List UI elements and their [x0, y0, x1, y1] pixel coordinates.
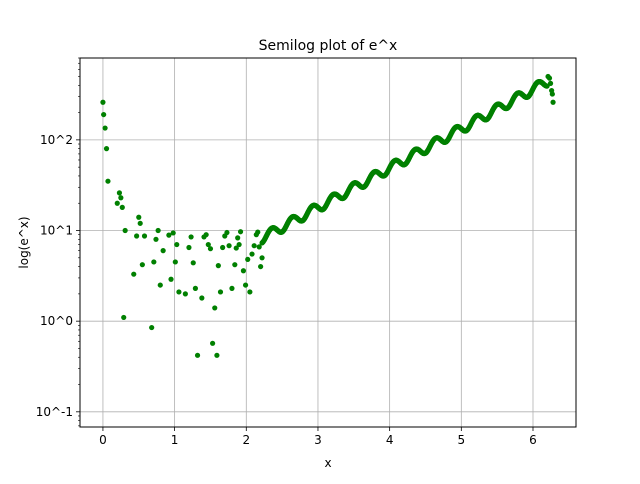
data-point: [224, 229, 230, 236]
data-point: [215, 263, 221, 269]
data-point: [226, 243, 232, 249]
data-point: [207, 246, 214, 252]
data-point: [176, 289, 182, 295]
data-point: [255, 229, 261, 235]
data-point: [118, 195, 124, 201]
axis-ticks: 0 1 2 3 4 5 6 10^-1 10^0 10^1 10^2: [36, 57, 537, 447]
data-point: [220, 244, 226, 251]
data-point: [229, 285, 235, 291]
data-point: [245, 256, 251, 263]
chart-title: Semilog plot of e^x: [259, 38, 398, 54]
data-point: [247, 289, 253, 295]
data-point: [160, 248, 166, 254]
x-axis-title: x: [324, 456, 331, 470]
data-point: [131, 271, 137, 277]
data-point: [121, 314, 127, 321]
data-point: [186, 244, 192, 251]
x-tick-label: 4: [386, 433, 394, 447]
data-point: [249, 251, 255, 257]
data-point: [137, 220, 143, 226]
data-point: [259, 255, 265, 261]
data-point: [101, 111, 107, 118]
data-point: [141, 233, 148, 239]
data-point: [194, 352, 201, 358]
data-point: [199, 295, 205, 301]
data-point: [139, 262, 145, 268]
data-point: [100, 99, 106, 105]
data-point: [155, 227, 161, 234]
data-point: [102, 125, 108, 131]
x-tick-label: 1: [171, 433, 179, 447]
data-point: [190, 260, 196, 266]
data-point: [103, 146, 110, 152]
data-point: [214, 352, 220, 358]
plot-frame: [79, 57, 577, 428]
data-point: [544, 83, 550, 89]
grid-lines: [80, 58, 576, 427]
y-tick-label: 10^0: [40, 314, 73, 328]
data-point: [237, 229, 244, 235]
data-point: [105, 178, 111, 184]
data-point: [217, 289, 224, 295]
data-point: [157, 282, 163, 288]
x-tick-label: 3: [314, 433, 322, 447]
data-point: [172, 259, 178, 265]
data-point: [168, 276, 174, 282]
data-point: [114, 200, 120, 206]
data-point: [182, 291, 188, 297]
data-point: [212, 305, 218, 311]
data-point: [153, 236, 159, 242]
y-tick-label: 10^2: [40, 133, 73, 147]
x-tick-label: 5: [457, 433, 465, 447]
data-point: [232, 262, 238, 268]
data-point: [205, 241, 211, 248]
x-tick-label: 2: [242, 433, 250, 447]
data-points: [100, 73, 556, 358]
data-point: [170, 230, 176, 236]
data-point: [149, 324, 155, 331]
data-point: [251, 243, 257, 249]
data-point: [550, 99, 556, 105]
data-point: [236, 241, 242, 248]
data-point: [547, 80, 554, 86]
x-tick-label: 0: [99, 433, 107, 447]
data-point: [166, 232, 172, 238]
data-point: [188, 234, 194, 240]
data-point: [192, 285, 198, 291]
data-point: [549, 91, 555, 97]
data-point: [116, 190, 123, 196]
y-tick-label: 10^-1: [36, 405, 73, 419]
data-point: [151, 259, 157, 265]
data-point: [136, 214, 142, 220]
data-point: [174, 241, 180, 248]
data-point: [119, 204, 125, 210]
data-point: [233, 245, 239, 251]
data-point: [235, 235, 241, 241]
y-axis-title: log(e^x): [17, 216, 31, 268]
data-point: [242, 282, 249, 288]
y-tick-label: 10^1: [40, 224, 73, 238]
data-point: [258, 263, 264, 270]
data-point: [240, 268, 247, 274]
data-point: [203, 232, 209, 238]
x-tick-label: 6: [529, 433, 537, 447]
data-point: [210, 340, 216, 346]
data-point: [256, 244, 262, 250]
data-point: [546, 75, 553, 81]
data-point: [134, 233, 140, 239]
data-point: [122, 227, 128, 234]
